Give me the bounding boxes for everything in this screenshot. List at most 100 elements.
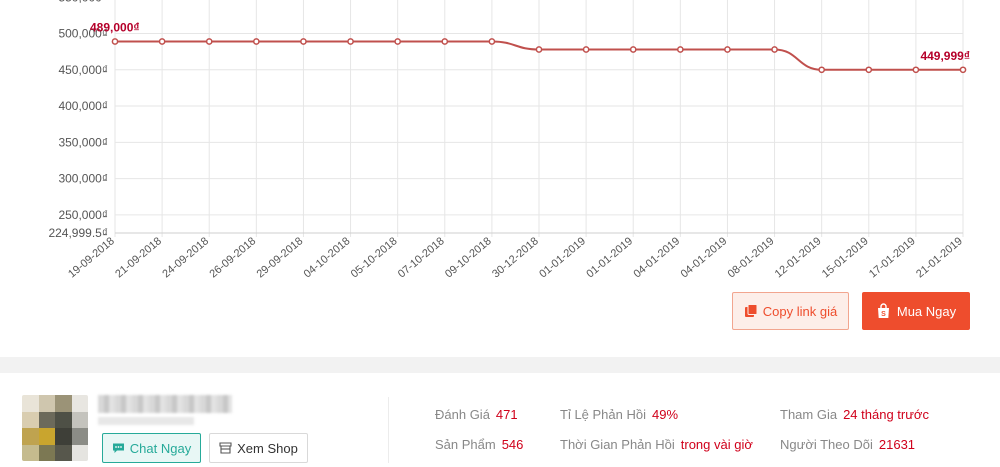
price-point <box>347 38 354 45</box>
copy-price-link-label: Copy link giá <box>762 303 838 319</box>
price-point <box>441 38 449 45</box>
store-icon <box>219 442 232 454</box>
price-annotation: 449,999₫ <box>920 49 970 63</box>
price-point <box>535 46 543 53</box>
avatar-pixel <box>71 444 88 461</box>
view-shop-label: Xem Shop <box>237 440 298 456</box>
price-annotation: 489,000₫ <box>90 21 140 35</box>
x-tick-label: 21-01-2019 <box>914 235 965 280</box>
x-tick-label: 08-01-2019 <box>726 235 777 280</box>
stat-response-time-value: trong vài giờ <box>680 437 753 452</box>
price-point <box>300 38 307 45</box>
section-divider <box>0 357 1000 373</box>
stat-followers: Người Theo Dõi 21631 <box>780 437 915 452</box>
svg-text:S: S <box>881 311 886 318</box>
chat-bubble-icon <box>112 443 124 453</box>
avatar-pixel <box>22 444 39 461</box>
avatar-pixel <box>55 428 72 445</box>
x-tick-label: 24-09-2018 <box>160 235 211 280</box>
shop-status-redacted <box>98 417 194 425</box>
y-tick-label: 500,000₫ <box>58 27 108 41</box>
stat-response-time: Thời Gian Phản Hồi trong vài giờ <box>560 437 753 452</box>
x-tick-label: 21-09-2018 <box>113 235 164 280</box>
stat-response-rate-value: 49% <box>652 407 679 422</box>
y-tick-label: 250,000₫ <box>58 208 108 222</box>
avatar-pixel <box>71 428 88 445</box>
price-point <box>865 66 873 74</box>
buy-now-button[interactable]: S Mua Ngay <box>862 292 970 330</box>
x-tick-label: 26-09-2018 <box>207 235 258 280</box>
price-point <box>676 46 684 53</box>
shop-info-panel: Chat Ngay Xem Shop Đánh Giá 471 Tỉ Lệ Phả… <box>0 373 1000 467</box>
price-chart-svg: 550,000₫ 500,000₫ 450,000₫ 400,000₫ 350,000₫… <box>48 0 970 280</box>
y-tick-label: 224,999.5₫ <box>48 226 108 240</box>
stat-response-time-label: Thời Gian Phản Hồi <box>560 437 675 452</box>
x-tick-label: 04-01-2019 <box>679 235 730 280</box>
price-point <box>724 46 731 53</box>
avatar-pixel <box>22 395 39 412</box>
price-point <box>111 38 119 45</box>
price-history-chart: 550,000₫ 500,000₫ 450,000₫ 400,000₫ 350,000₫… <box>48 0 970 280</box>
x-tick-label: 30-12-2018 <box>490 235 541 280</box>
x-tick-label: 04-10-2018 <box>302 235 353 280</box>
avatar-pixel <box>55 411 72 428</box>
stat-ratings-value: 471 <box>495 407 518 422</box>
x-tick-label: 15-01-2019 <box>820 235 871 280</box>
stat-joined-label: Tham Gia <box>780 407 838 422</box>
shop-panel-separator <box>388 397 389 463</box>
stat-products-value: 546 <box>501 437 524 452</box>
avatar-pixel <box>22 411 39 428</box>
buy-now-label: Mua Ngay <box>896 303 957 319</box>
stat-joined-value: 24 tháng trước <box>843 407 929 422</box>
shop-avatar[interactable] <box>22 395 88 461</box>
x-tick-label: 12-01-2019 <box>773 235 824 280</box>
price-point <box>158 38 166 45</box>
x-tick-label: 01-01-2019 <box>584 235 635 280</box>
x-tick-label: 19-09-2018 <box>66 235 117 280</box>
copy-icon <box>744 304 758 317</box>
price-point <box>959 66 967 74</box>
price-point <box>205 38 213 45</box>
stat-ratings: Đánh Giá 471 <box>435 407 518 422</box>
copy-price-link-button[interactable]: Copy link giá <box>732 292 849 330</box>
price-point <box>818 66 826 74</box>
price-point <box>488 38 496 45</box>
stat-followers-value: 21631 <box>878 437 916 452</box>
stat-products-label: Sản Phẩm <box>435 437 496 452</box>
x-tick-label: 07-10-2018 <box>396 235 447 280</box>
y-tick-label: 400,000₫ <box>58 99 108 113</box>
x-tick-label: 01-01-2019 <box>537 235 588 280</box>
shopping-bag-icon: S <box>877 303 889 318</box>
price-point <box>252 38 260 45</box>
y-tick-label: 550,000₫ <box>58 0 108 4</box>
stat-ratings-label: Đánh Giá <box>435 407 490 422</box>
price-point <box>629 46 637 53</box>
chat-now-button[interactable]: Chat Ngay <box>102 433 201 463</box>
avatar-pixel <box>55 444 72 461</box>
price-point <box>394 38 402 45</box>
x-tick-label: 04-01-2019 <box>631 235 682 280</box>
y-tick-label: 450,000₫ <box>58 63 108 77</box>
avatar-pixel <box>38 444 55 461</box>
avatar-pixel <box>55 395 72 412</box>
avatar-pixel <box>71 411 88 428</box>
avatar-pixel <box>71 395 88 412</box>
price-point <box>582 46 590 53</box>
x-tick-label: 05-10-2018 <box>349 235 400 280</box>
price-point <box>771 46 778 53</box>
stat-products: Sản Phẩm 546 <box>435 437 523 452</box>
stat-followers-label: Người Theo Dõi <box>780 437 873 452</box>
y-tick-label: 350,000₫ <box>58 135 108 149</box>
stat-joined: Tham Gia 24 tháng trước <box>780 407 929 422</box>
view-shop-button[interactable]: Xem Shop <box>209 433 308 463</box>
price-point <box>912 66 920 74</box>
x-tick-label: 09-10-2018 <box>443 235 494 280</box>
avatar-pixel <box>38 411 55 428</box>
stat-response-rate-label: Tỉ Lệ Phản Hồi <box>560 407 646 422</box>
avatar-pixel <box>22 428 39 445</box>
shop-name-redacted <box>98 395 232 413</box>
y-tick-label: 300,000₫ <box>58 172 108 186</box>
avatar-pixel <box>38 395 55 412</box>
x-tick-label: 17-01-2019 <box>867 235 918 280</box>
chat-now-label: Chat Ngay <box>129 440 192 456</box>
